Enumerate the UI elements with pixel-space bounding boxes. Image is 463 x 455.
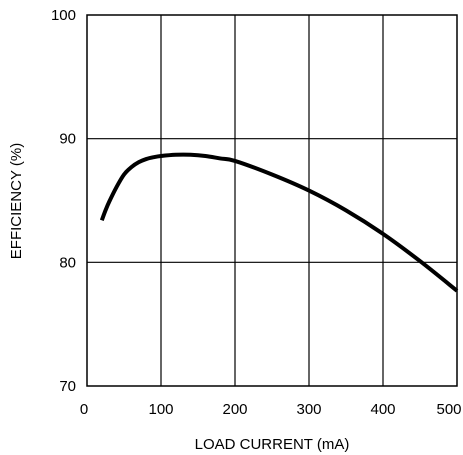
x-axis-label: LOAD CURRENT (mA): [195, 436, 350, 453]
grid-lines: [87, 15, 457, 386]
series-line-0: [99, 152, 459, 293]
plot-area-frame: [86, 14, 458, 387]
x-tick-label-300: 300: [296, 401, 321, 418]
y-axis-label: EFFICIENCY (%): [8, 143, 25, 259]
y-tick-labels: 70 80 90 100: [51, 7, 76, 395]
x-tick-labels: 0 100 200 300 400 500: [80, 401, 462, 418]
x-tick-label-200: 200: [222, 401, 247, 418]
y-tick-label-90: 90: [59, 131, 76, 148]
x-tick-label-400: 400: [370, 401, 395, 418]
x-tick-label-0: 0: [80, 401, 88, 418]
x-tick-label-500: 500: [436, 401, 461, 418]
x-tick-label-100: 100: [148, 401, 173, 418]
y-tick-label-70: 70: [59, 378, 76, 395]
series-group: [99, 152, 459, 293]
y-tick-label-100: 100: [51, 7, 76, 24]
y-tick-label-80: 80: [59, 254, 76, 271]
